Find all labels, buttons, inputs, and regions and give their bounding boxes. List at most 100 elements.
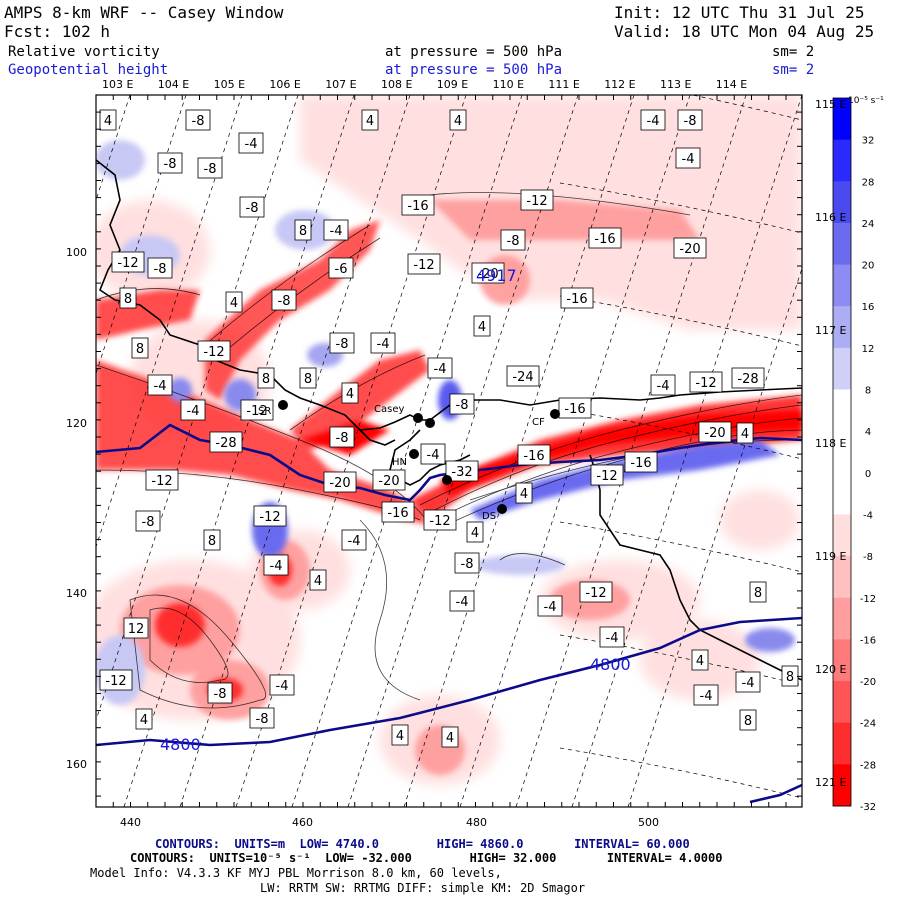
y-tick-160: 160 xyxy=(66,758,87,771)
y-tick-140: 140 xyxy=(66,587,87,600)
colorbar-label: -28 xyxy=(860,760,876,771)
svg-text:4: 4 xyxy=(104,114,112,129)
svg-text:-4: -4 xyxy=(544,600,557,615)
model-title: AMPS 8-km WRF -- Casey Window xyxy=(4,3,284,22)
height-label-4800-east: 4800 xyxy=(590,655,631,674)
svg-text:-8: -8 xyxy=(204,162,217,177)
svg-text:-8: -8 xyxy=(164,157,177,172)
colorbar: 32 28 24 20 16 12 8 4 0 -4 -8 -12 -16 -20 -24 -28 -32 10⁻… xyxy=(832,96,884,813)
vorticity-label: 4 xyxy=(309,569,327,591)
vorticity-label: -12 xyxy=(579,581,613,603)
colorbar-label: -4 xyxy=(863,510,873,521)
vorticity-label: 4 xyxy=(691,649,709,671)
top-lon-label: 107 E xyxy=(325,78,357,91)
right-lon-label: 118 E xyxy=(815,437,847,450)
vorticity-label: -4 xyxy=(675,147,701,169)
parallel-line xyxy=(559,747,802,799)
svg-text:4: 4 xyxy=(741,427,749,442)
colorbar-label: 0 xyxy=(865,469,871,480)
vorticity-label: 4 xyxy=(391,724,409,746)
svg-text:-8: -8 xyxy=(256,712,269,727)
vorticity-label: -8 xyxy=(239,196,265,218)
vorticity-label: -6 xyxy=(328,257,354,279)
vorticity-label: 4 xyxy=(135,708,153,730)
svg-text:8: 8 xyxy=(208,534,216,549)
station-dot xyxy=(425,418,435,428)
svg-text:-4: -4 xyxy=(647,114,660,129)
svg-text:-6: -6 xyxy=(335,262,348,277)
svg-text:-20: -20 xyxy=(679,242,700,257)
svg-text:-4: -4 xyxy=(245,137,258,152)
vorticity-label: -4 xyxy=(537,595,563,617)
vorticity-label: 8 xyxy=(203,529,221,551)
right-lon-label: 120 E xyxy=(815,663,847,676)
station-cf: CF xyxy=(532,409,560,428)
vorticity-label: -28 xyxy=(731,367,765,389)
top-lon-label: 112 E xyxy=(604,78,636,91)
vorticity-label: -20 xyxy=(372,469,406,491)
svg-text:4: 4 xyxy=(396,729,404,744)
vorticity-label: -4 xyxy=(269,674,295,696)
vorticity-label: -8 xyxy=(329,426,355,448)
svg-text:8: 8 xyxy=(304,372,312,387)
svg-text:-20: -20 xyxy=(704,426,725,441)
svg-text:-4: -4 xyxy=(276,679,289,694)
svg-text:-32: -32 xyxy=(451,465,472,480)
y-tick-100: 100 xyxy=(66,246,87,259)
colorbar-label: 28 xyxy=(862,177,875,188)
vorticity-label: -16 xyxy=(401,194,435,216)
svg-text:-4: -4 xyxy=(154,379,167,394)
svg-text:-16: -16 xyxy=(566,292,587,307)
svg-text:-20: -20 xyxy=(477,267,498,282)
svg-text:DS: DS xyxy=(482,511,496,522)
svg-text:4: 4 xyxy=(314,574,322,589)
svg-text:-12: -12 xyxy=(203,345,224,360)
svg-text:Casey: Casey xyxy=(374,404,404,415)
vorticity-label: -16 xyxy=(558,397,592,419)
colorbar-label: 32 xyxy=(862,136,875,147)
vorticity-label: -20 xyxy=(471,262,505,284)
axis-ticks xyxy=(95,94,802,807)
vorticity-label: -4 xyxy=(180,399,206,421)
svg-text:-16: -16 xyxy=(387,506,408,521)
vorticity-label: -28 xyxy=(209,431,243,453)
svg-text:12: 12 xyxy=(128,622,145,637)
vorticity-label: -12 xyxy=(197,340,231,362)
vorticity-label: 4 xyxy=(449,109,467,131)
vorticity-label: -12 xyxy=(689,371,723,393)
colorbar-swatch xyxy=(833,431,851,474)
colorbar-label: 4 xyxy=(865,427,871,438)
svg-text:SR: SR xyxy=(258,406,271,417)
parallel-line xyxy=(559,634,802,686)
right-lon-label: 116 E xyxy=(815,211,847,224)
vorticity-label: 4 xyxy=(361,109,379,131)
vorticity-label: -8 xyxy=(500,229,526,251)
parallel-line xyxy=(559,521,802,573)
svg-text:4: 4 xyxy=(140,713,148,728)
vorticity-label: -12 xyxy=(145,469,179,491)
svg-text:-8: -8 xyxy=(246,201,259,216)
vorticity-label: -12 xyxy=(253,505,287,527)
svg-text:-8: -8 xyxy=(684,114,697,129)
svg-text:-4: -4 xyxy=(270,559,283,574)
vorticity-label: -4 xyxy=(640,109,666,131)
colorbar-swatch xyxy=(833,139,851,182)
svg-text:HN: HN xyxy=(392,457,407,468)
svg-text:-8: -8 xyxy=(336,337,349,352)
vorticity-label: -4 xyxy=(420,443,446,465)
svg-text:-4: -4 xyxy=(348,534,361,549)
right-lon-label: 121 E xyxy=(815,776,847,789)
vorticity-label: 4 xyxy=(736,422,754,444)
svg-text:-12: -12 xyxy=(117,256,138,271)
svg-text:-20: -20 xyxy=(329,476,350,491)
vorticity-label: -4 xyxy=(263,554,289,576)
vorticity-label: -4 xyxy=(238,132,264,154)
top-lon-label: 110 E xyxy=(492,78,525,91)
x-tick-480: 480 xyxy=(466,816,487,829)
svg-text:4: 4 xyxy=(520,487,528,502)
vorticity-label: -8 xyxy=(147,257,173,279)
svg-text:8: 8 xyxy=(262,372,270,387)
top-lon-label: 113 E xyxy=(660,78,692,91)
svg-text:4: 4 xyxy=(446,731,454,746)
vorticity-label: -8 xyxy=(329,332,355,354)
